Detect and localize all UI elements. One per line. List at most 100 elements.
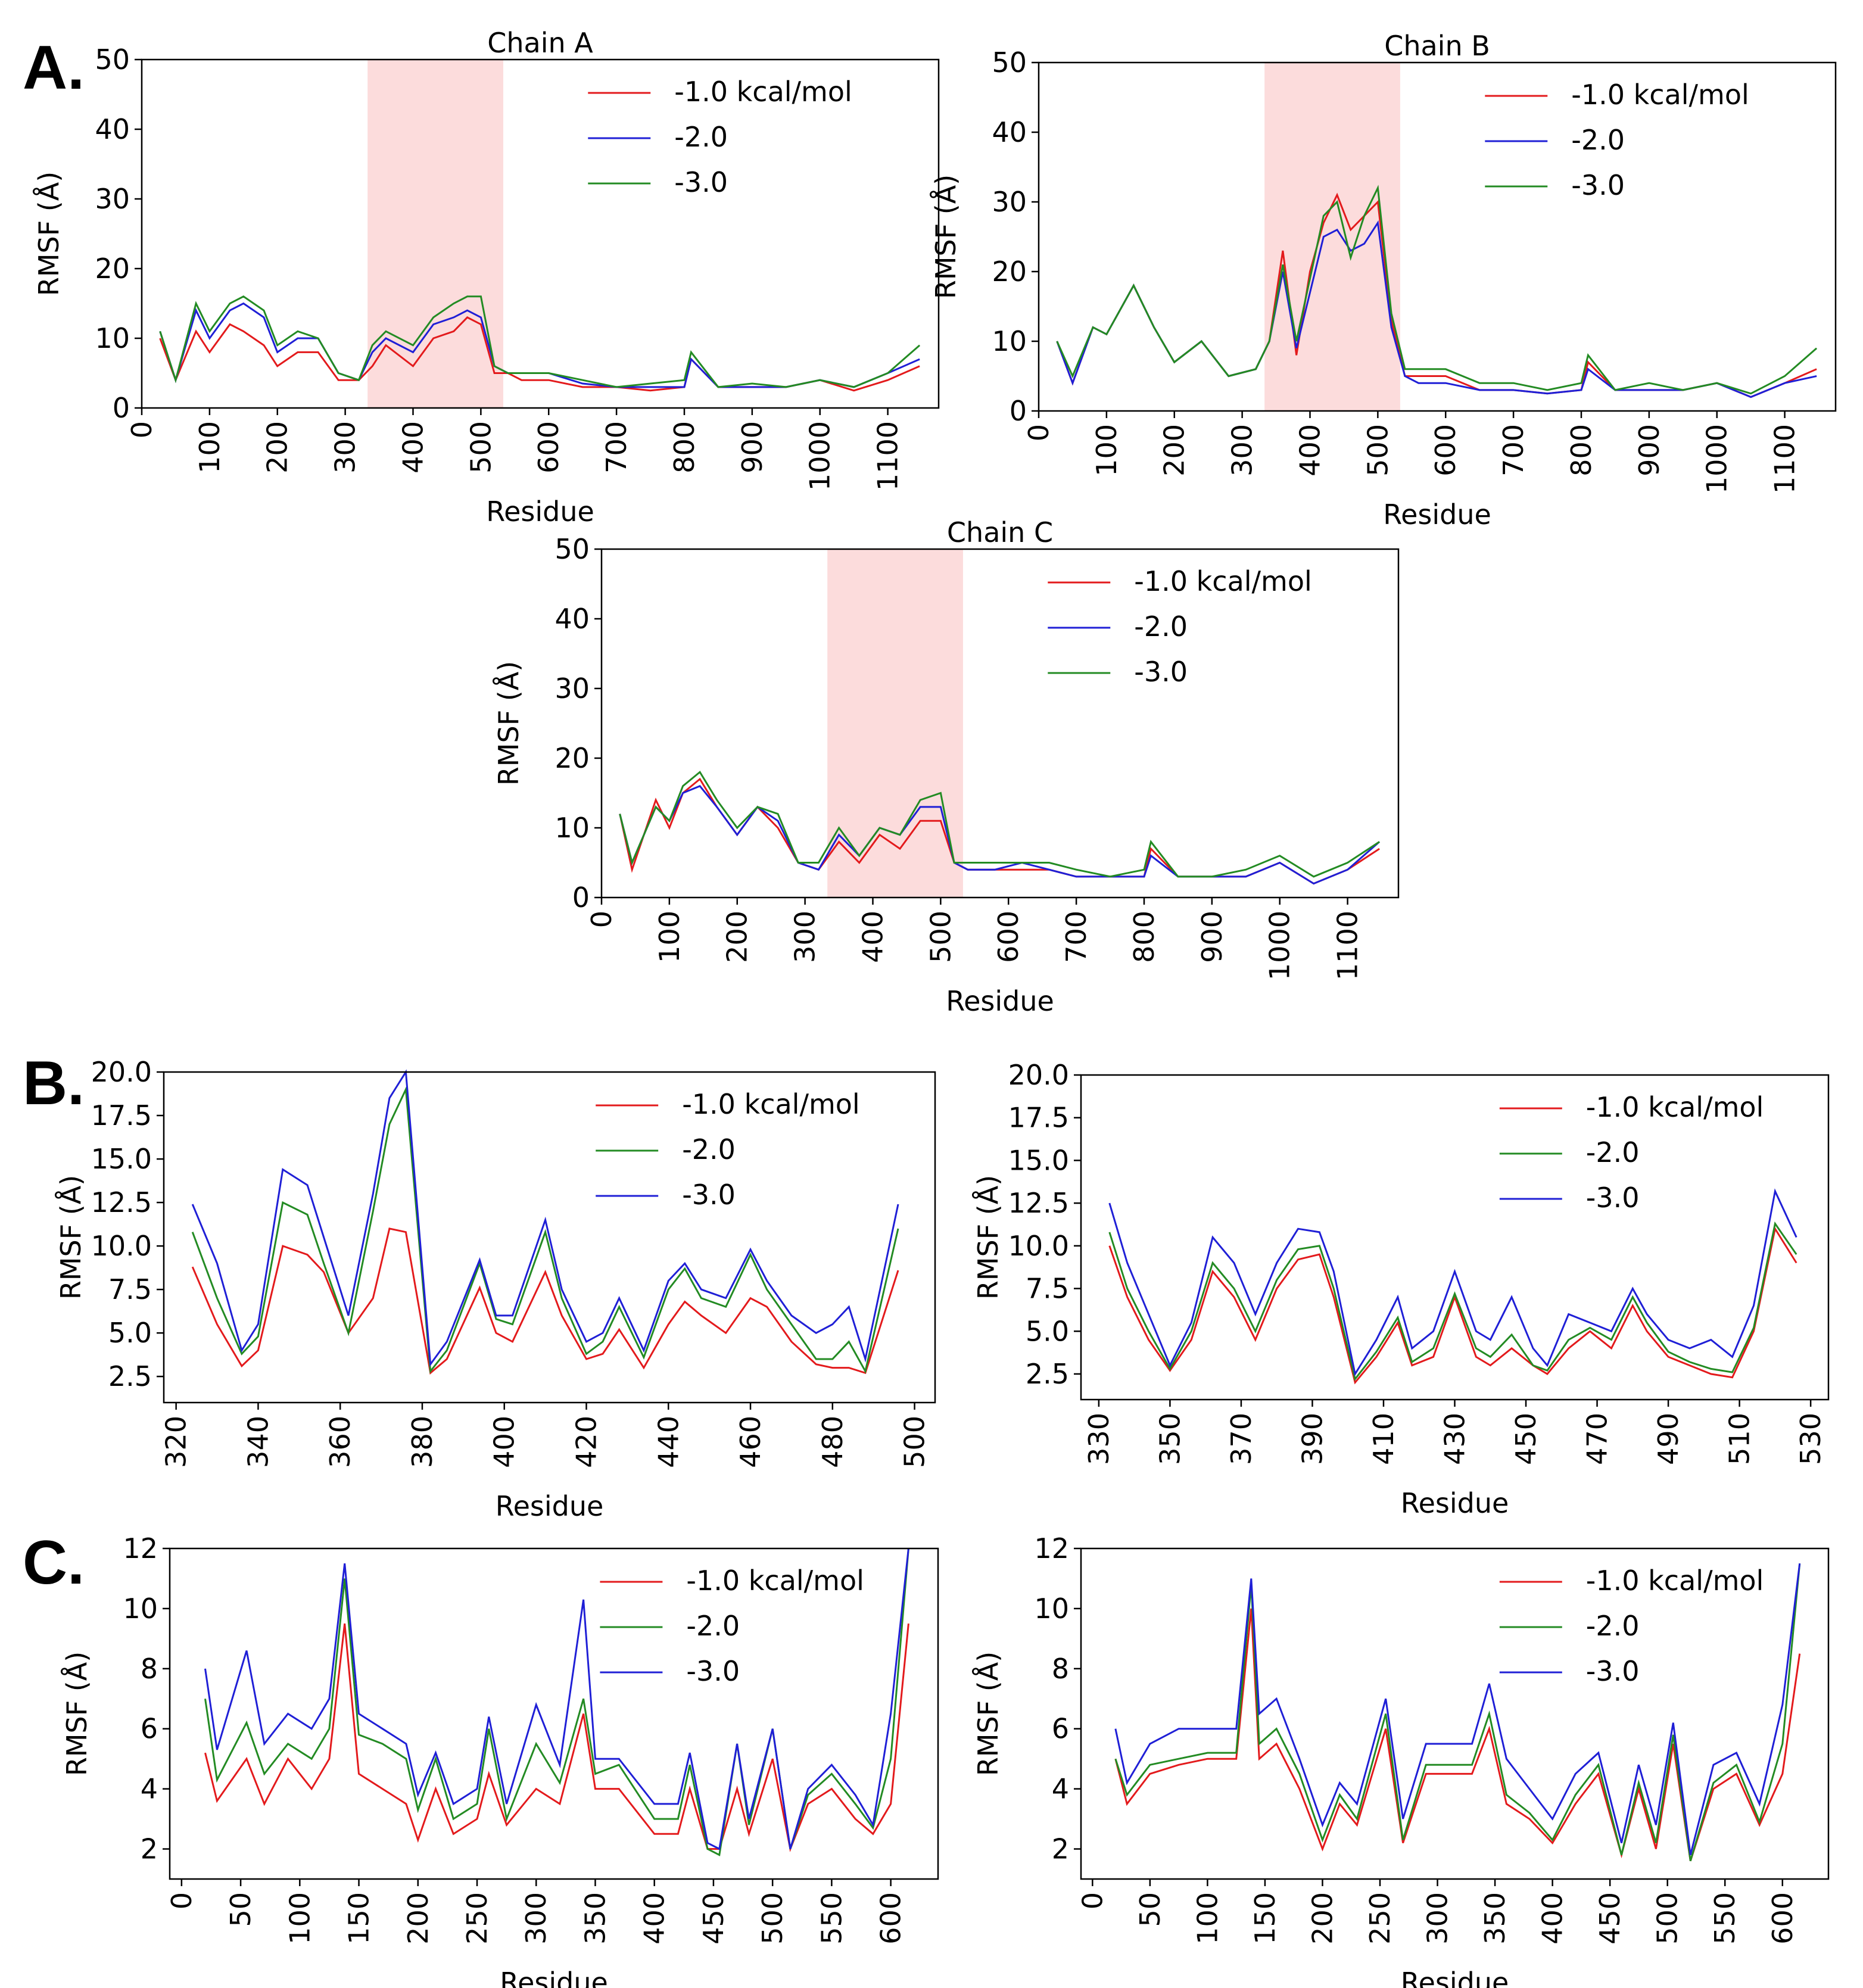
x-tick-label: 430 bbox=[1439, 1413, 1471, 1465]
x-tick-label: 200 bbox=[721, 911, 753, 963]
y-tick-label: 10 bbox=[992, 325, 1027, 357]
x-tick-label: 500 bbox=[924, 911, 957, 963]
x-tick-label: 480 bbox=[817, 1416, 849, 1468]
y-tick-label: 4 bbox=[141, 1773, 158, 1805]
x-tick-label: 470 bbox=[1581, 1413, 1613, 1465]
series-line-1 bbox=[1056, 220, 1817, 398]
x-tick-label: 1100 bbox=[1769, 424, 1801, 494]
legend-label: -3.0 bbox=[1134, 656, 1188, 688]
x-tick-label: 330 bbox=[1083, 1413, 1115, 1465]
x-tick-label: 150 bbox=[1249, 1892, 1281, 1945]
legend-label: -3.0 bbox=[1571, 169, 1625, 201]
legend-label: -3.0 bbox=[1586, 1655, 1640, 1687]
x-tick-label: 400 bbox=[1537, 1892, 1569, 1945]
x-tick-label: 900 bbox=[736, 421, 768, 473]
series-line-2 bbox=[1056, 185, 1818, 395]
x-axis-label: Residue bbox=[1383, 498, 1491, 531]
x-tick-label: 200 bbox=[261, 421, 294, 473]
series-line-1 bbox=[159, 302, 920, 388]
y-tick-label: 40 bbox=[95, 113, 130, 145]
x-tick-label: 350 bbox=[1154, 1413, 1186, 1465]
legend-label: -3.0 bbox=[1586, 1182, 1640, 1214]
chart-title: Chain A bbox=[487, 27, 593, 59]
chart-title: Chain B bbox=[1384, 30, 1490, 62]
x-tick-label: 500 bbox=[465, 421, 497, 473]
x-tick-label: 420 bbox=[570, 1416, 602, 1468]
y-tick-label: 20.0 bbox=[1008, 1059, 1069, 1091]
x-tick-label: 550 bbox=[815, 1892, 848, 1945]
x-tick-label: 200 bbox=[1306, 1892, 1338, 1945]
x-tick-label: 800 bbox=[1128, 911, 1160, 963]
chart-A-chain-C: 0 100 200 300 400 500 600 700 800 900 1000 1100 0 10 2… bbox=[493, 516, 1400, 1017]
legend-label: -2.0 bbox=[1586, 1136, 1640, 1169]
x-tick-label: 400 bbox=[1294, 424, 1326, 476]
x-tick-label: 0 bbox=[126, 421, 158, 438]
x-axis-label: Residue bbox=[496, 1490, 604, 1522]
legend-label: -1.0 kcal/mol bbox=[1586, 1091, 1764, 1123]
x-tick-label: 500 bbox=[899, 1416, 931, 1468]
legend-label: -2.0 bbox=[1571, 124, 1625, 156]
x-tick-label: 400 bbox=[856, 911, 889, 963]
y-tick-label: 20 bbox=[554, 742, 590, 774]
chart-A-chain-A: 0 100 200 300 400 500 600 700 800 900 1000 1100 0 10 2… bbox=[33, 27, 940, 528]
y-tick-label: 20 bbox=[95, 253, 130, 285]
y-tick-label: 40 bbox=[992, 116, 1027, 148]
chart-A-chain-B: 0 100 200 300 400 500 600 700 800 900 1000 1100 0 10 2… bbox=[930, 30, 1837, 531]
y-tick-label: 12 bbox=[1034, 1532, 1069, 1565]
y-tick-label: 5.0 bbox=[1026, 1315, 1069, 1347]
series-line-0 bbox=[191, 1227, 899, 1375]
shaded-region bbox=[827, 549, 963, 898]
y-tick-label: 15.0 bbox=[91, 1143, 152, 1175]
x-tick-label: 500 bbox=[756, 1892, 789, 1945]
x-tick-label: 410 bbox=[1367, 1413, 1400, 1465]
x-tick-label: 600 bbox=[875, 1892, 907, 1945]
y-axis-label: RMSF (Å) bbox=[61, 1652, 93, 1776]
legend-label: -1.0 kcal/mol bbox=[1571, 79, 1749, 111]
y-tick-label: 0 bbox=[113, 392, 130, 424]
y-tick-label: 30 bbox=[554, 672, 590, 705]
legend-label: -1.0 kcal/mol bbox=[682, 1088, 860, 1120]
panel-label-c: C. bbox=[23, 1528, 85, 1597]
x-tick-label: 450 bbox=[1594, 1892, 1626, 1945]
y-tick-label: 30 bbox=[95, 183, 130, 215]
x-tick-label: 900 bbox=[1196, 911, 1228, 963]
series-line-2 bbox=[191, 1069, 899, 1367]
x-tick-label: 100 bbox=[653, 911, 686, 963]
x-tick-label: 150 bbox=[343, 1892, 375, 1945]
y-tick-label: 2.5 bbox=[1026, 1358, 1069, 1390]
x-tick-label: 600 bbox=[1429, 424, 1462, 476]
chart-C-left: 0 50 100 150 200 250 300 350 400 450 500 550 600 2 4 6 8… bbox=[61, 1532, 939, 1988]
y-tick-label: 50 bbox=[554, 533, 590, 565]
series-line-0 bbox=[1056, 192, 1817, 398]
y-axis-label: RMSF (Å) bbox=[33, 172, 65, 296]
legend-label: -1.0 kcal/mol bbox=[1586, 1565, 1764, 1597]
x-tick-label: 1000 bbox=[1701, 424, 1733, 494]
y-tick-label: 10.0 bbox=[1008, 1230, 1069, 1262]
x-tick-label: 200 bbox=[402, 1892, 434, 1945]
x-tick-label: 300 bbox=[1422, 1892, 1454, 1945]
y-tick-label: 12.5 bbox=[91, 1186, 152, 1219]
legend-label: -3.0 bbox=[682, 1179, 736, 1211]
plot-frame bbox=[600, 548, 1400, 899]
y-tick-label: 8 bbox=[1052, 1653, 1069, 1685]
x-axis-label: Residue bbox=[1401, 1967, 1509, 1988]
x-tick-label: 350 bbox=[579, 1892, 611, 1945]
legend-label: -2.0 bbox=[682, 1133, 736, 1166]
x-tick-label: 320 bbox=[160, 1416, 192, 1468]
x-tick-label: 1100 bbox=[872, 421, 904, 491]
x-tick-label: 700 bbox=[1060, 911, 1092, 963]
y-tick-label: 2 bbox=[1052, 1833, 1069, 1865]
x-tick-label: 100 bbox=[284, 1892, 316, 1945]
y-tick-label: 10 bbox=[95, 322, 130, 354]
x-tick-label: 200 bbox=[1158, 424, 1191, 476]
chart-B-left: 320 340 360 380 400 420 440 460 480 500 2.5 5.0 7.5 1… bbox=[55, 1056, 936, 1522]
x-tick-label: 300 bbox=[520, 1892, 552, 1945]
series-line-0 bbox=[1114, 1608, 1801, 1862]
x-tick-label: 350 bbox=[1479, 1892, 1511, 1945]
x-tick-label: 1100 bbox=[1332, 911, 1364, 980]
x-tick-label: 490 bbox=[1652, 1413, 1684, 1465]
series-line-2 bbox=[159, 295, 921, 388]
chart-title: Chain C bbox=[947, 516, 1053, 549]
shaded-region bbox=[367, 60, 503, 408]
